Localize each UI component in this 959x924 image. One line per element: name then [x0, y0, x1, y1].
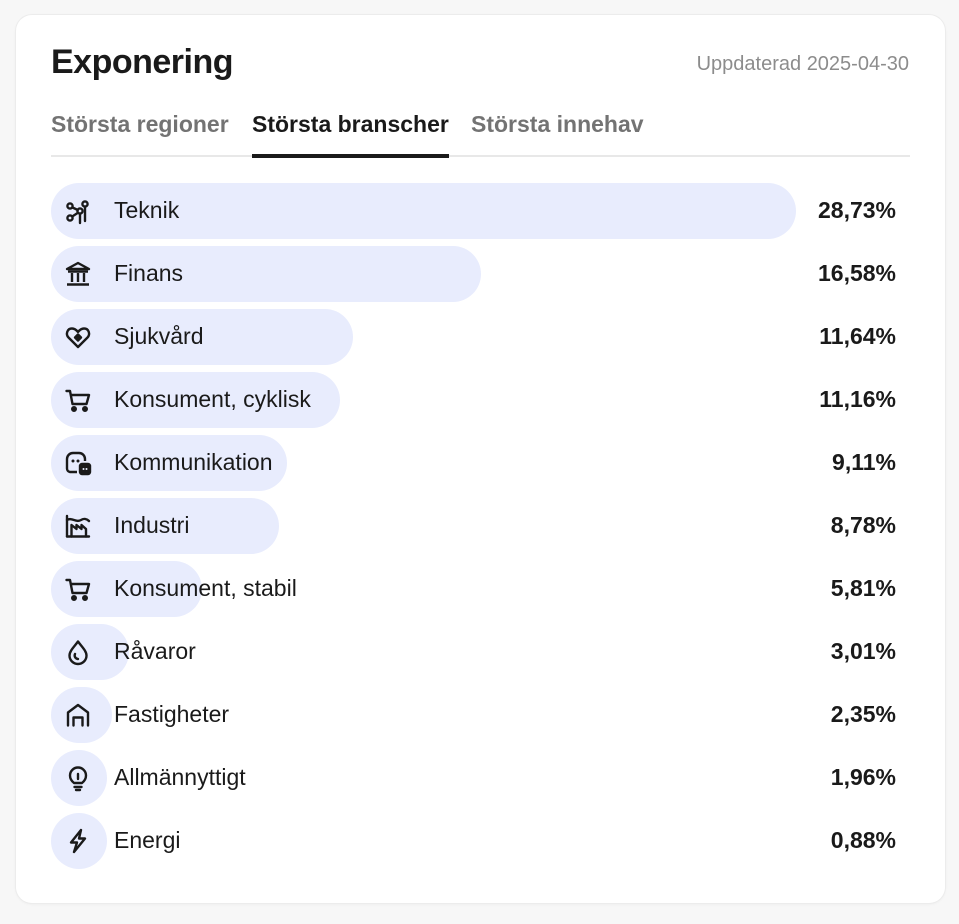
sector-row: Råvaror 3,01% [51, 624, 896, 680]
sector-row: Fastigheter 2,35% [51, 687, 896, 743]
sector-bar [51, 183, 796, 239]
sector-row: Industri 8,78% [51, 498, 896, 554]
sector-bar [51, 246, 481, 302]
sector-value: 16,58% [817, 260, 896, 286]
sector-label: Råvaror [114, 638, 196, 664]
sector-row: Konsument, cyklisk 11,16% [51, 372, 896, 428]
cart-icon [64, 386, 92, 414]
house-icon [64, 701, 92, 729]
sector-bar [51, 687, 112, 743]
sector-row: Konsument, stabil 5,81% [51, 561, 896, 617]
sector-value: 11,64% [819, 323, 896, 349]
sector-label: Teknik [114, 197, 180, 223]
sector-label: Konsument, stabil [114, 575, 297, 601]
lightning-icon [64, 827, 92, 855]
sector-value: 5,81% [830, 575, 896, 601]
sector-value: 1,96% [830, 764, 896, 790]
sector-value: 9,11% [832, 449, 896, 475]
sector-label: Energi [114, 827, 181, 853]
sector-row: Teknik 28,73% [51, 183, 896, 239]
sector-row: Allmännyttigt 1,96% [51, 750, 896, 806]
bank-icon [64, 260, 92, 288]
sector-bar [51, 372, 341, 428]
sector-label: Kommunikation [114, 449, 273, 475]
sector-label: Fastigheter [114, 701, 230, 727]
sector-bar [51, 309, 353, 365]
chat-icon [64, 449, 92, 477]
sector-label: Konsument, cyklisk [114, 386, 311, 412]
sector-value: 3,01% [830, 638, 896, 664]
technology-icon [64, 197, 92, 225]
sector-value: 28,73% [817, 197, 896, 223]
sector-label: Allmännyttigt [114, 764, 246, 790]
sector-value: 11,16% [819, 386, 896, 412]
sector-row: Finans 16,58% [51, 246, 896, 302]
sector-bar [51, 624, 130, 680]
updated-date: Uppdaterad 2025-04-30 [696, 53, 909, 75]
sector-value: 0,88% [830, 827, 896, 853]
factory-icon [64, 512, 92, 540]
cart-icon [64, 575, 92, 603]
sector-bar [51, 813, 107, 869]
tab-sectors[interactable]: Största branscher [252, 111, 449, 158]
sector-bar [51, 435, 288, 491]
sector-value: 2,35% [830, 701, 896, 727]
sector-row: Energi 0,88% [51, 813, 896, 869]
sector-value: 8,78% [830, 512, 896, 538]
lightbulb-icon [64, 764, 92, 792]
tab-holdings[interactable]: Största innehav [471, 111, 644, 137]
sector-label: Industri [114, 512, 190, 538]
sector-label: Sjukvård [114, 323, 204, 349]
exposure-card: Exponering Uppdaterad 2025-04-30 Största… [16, 15, 945, 903]
sector-label: Finans [114, 260, 184, 286]
heart-icon [64, 323, 92, 351]
tab-regions[interactable]: Största regioner [51, 111, 229, 137]
card-title: Exponering [51, 43, 234, 81]
drop-icon [64, 638, 92, 666]
sector-bar [51, 561, 202, 617]
tab-bar: Största regioner Största branscher Störs… [51, 111, 910, 158]
sector-row: Kommunikation 9,11% [51, 435, 896, 491]
sector-list: Teknik 28,73% Finans 16,58% Sjukvård 11,64% Ko… [51, 183, 896, 876]
sector-bar [51, 498, 279, 554]
sector-row: Sjukvård 11,64% [51, 309, 896, 365]
